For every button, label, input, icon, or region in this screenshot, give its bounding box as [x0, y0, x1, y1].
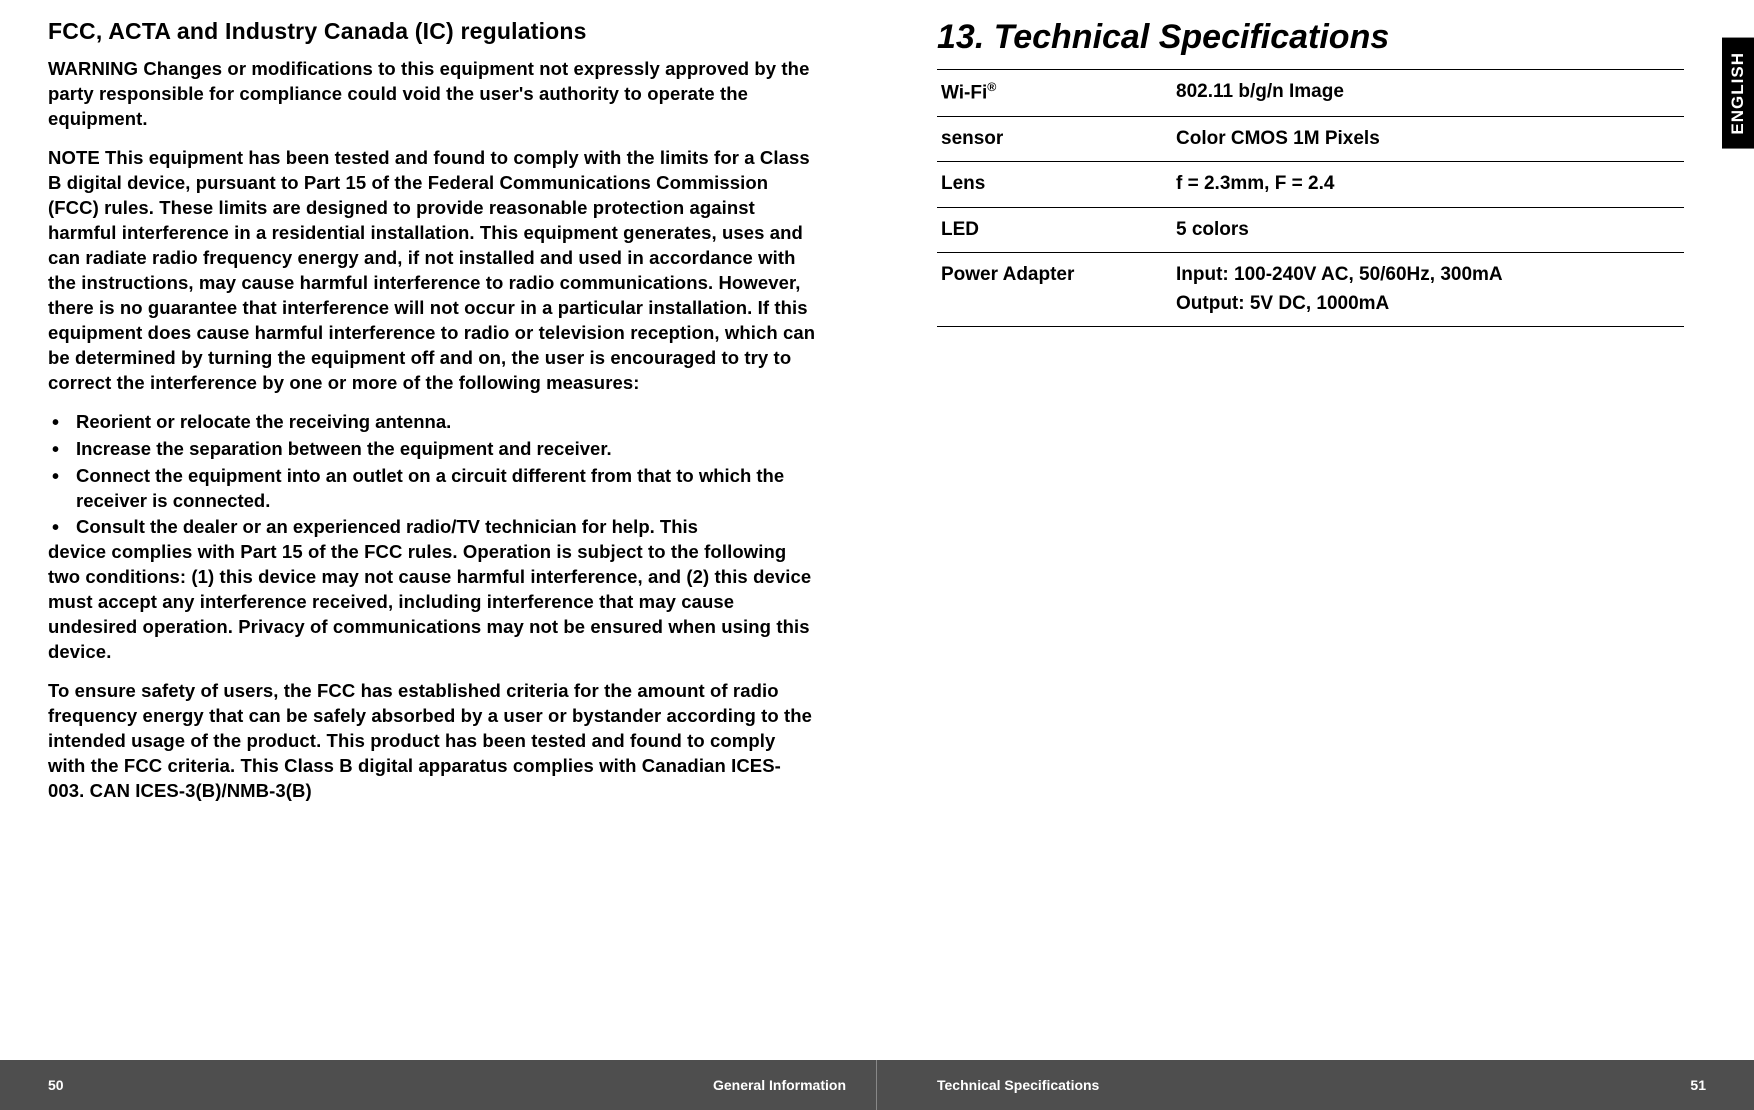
- list-item: Increase the separation between the equi…: [48, 437, 817, 462]
- page-number-right: 51: [1690, 1077, 1706, 1093]
- list-item: Consult the dealer or an experienced rad…: [48, 515, 817, 540]
- warning-paragraph: WARNING Changes or modifications to this…: [48, 57, 817, 132]
- footer-right: Technical Specifications 51: [877, 1060, 1754, 1110]
- list-item: Connect the equipment into an outlet on …: [48, 464, 817, 514]
- regulations-heading: FCC, ACTA and Industry Canada (IC) regul…: [48, 18, 817, 45]
- compliance-paragraph: device complies with Part 15 of the FCC …: [48, 540, 817, 665]
- safety-paragraph: To ensure safety of users, the FCC has e…: [48, 679, 817, 804]
- footer-title-left: General Information: [713, 1077, 846, 1093]
- footer-left: 50 General Information: [0, 1060, 877, 1110]
- spec-label: sensor: [937, 116, 1172, 162]
- note-paragraph: NOTE This equipment has been tested and …: [48, 146, 817, 396]
- footer: 50 General Information Technical Specifi…: [0, 1060, 1754, 1110]
- spec-table: Wi-Fi® 802.11 b/g/n Image sensor Color C…: [937, 69, 1684, 327]
- table-row: Wi-Fi® 802.11 b/g/n Image: [937, 70, 1684, 117]
- spec-label: Power Adapter: [937, 253, 1172, 327]
- spec-value: f = 2.3mm, F = 2.4: [1172, 162, 1684, 208]
- spec-label: LED: [937, 207, 1172, 253]
- spec-label: Wi-Fi®: [937, 70, 1172, 117]
- spec-label: Lens: [937, 162, 1172, 208]
- spec-value: Input: 100-240V AC, 50/60Hz, 300mAOutput…: [1172, 253, 1684, 327]
- spec-value: Color CMOS 1M Pixels: [1172, 116, 1684, 162]
- left-page: FCC, ACTA and Industry Canada (IC) regul…: [0, 0, 877, 1060]
- table-row: sensor Color CMOS 1M Pixels: [937, 116, 1684, 162]
- language-tab: ENGLISH: [1722, 38, 1754, 149]
- list-item: Reorient or relocate the receiving anten…: [48, 410, 817, 435]
- table-row: Lens f = 2.3mm, F = 2.4: [937, 162, 1684, 208]
- section-title: 13. Technical Specifications: [937, 18, 1684, 57]
- right-page: 13. Technical Specifications Wi-Fi® 802.…: [877, 0, 1754, 1060]
- spec-value: 802.11 b/g/n Image: [1172, 70, 1684, 117]
- page-number-left: 50: [48, 1077, 64, 1093]
- measures-list: Reorient or relocate the receiving anten…: [48, 410, 817, 541]
- footer-title-right: Technical Specifications: [937, 1077, 1099, 1093]
- table-row: Power Adapter Input: 100-240V AC, 50/60H…: [937, 253, 1684, 327]
- table-row: LED 5 colors: [937, 207, 1684, 253]
- spec-value: 5 colors: [1172, 207, 1684, 253]
